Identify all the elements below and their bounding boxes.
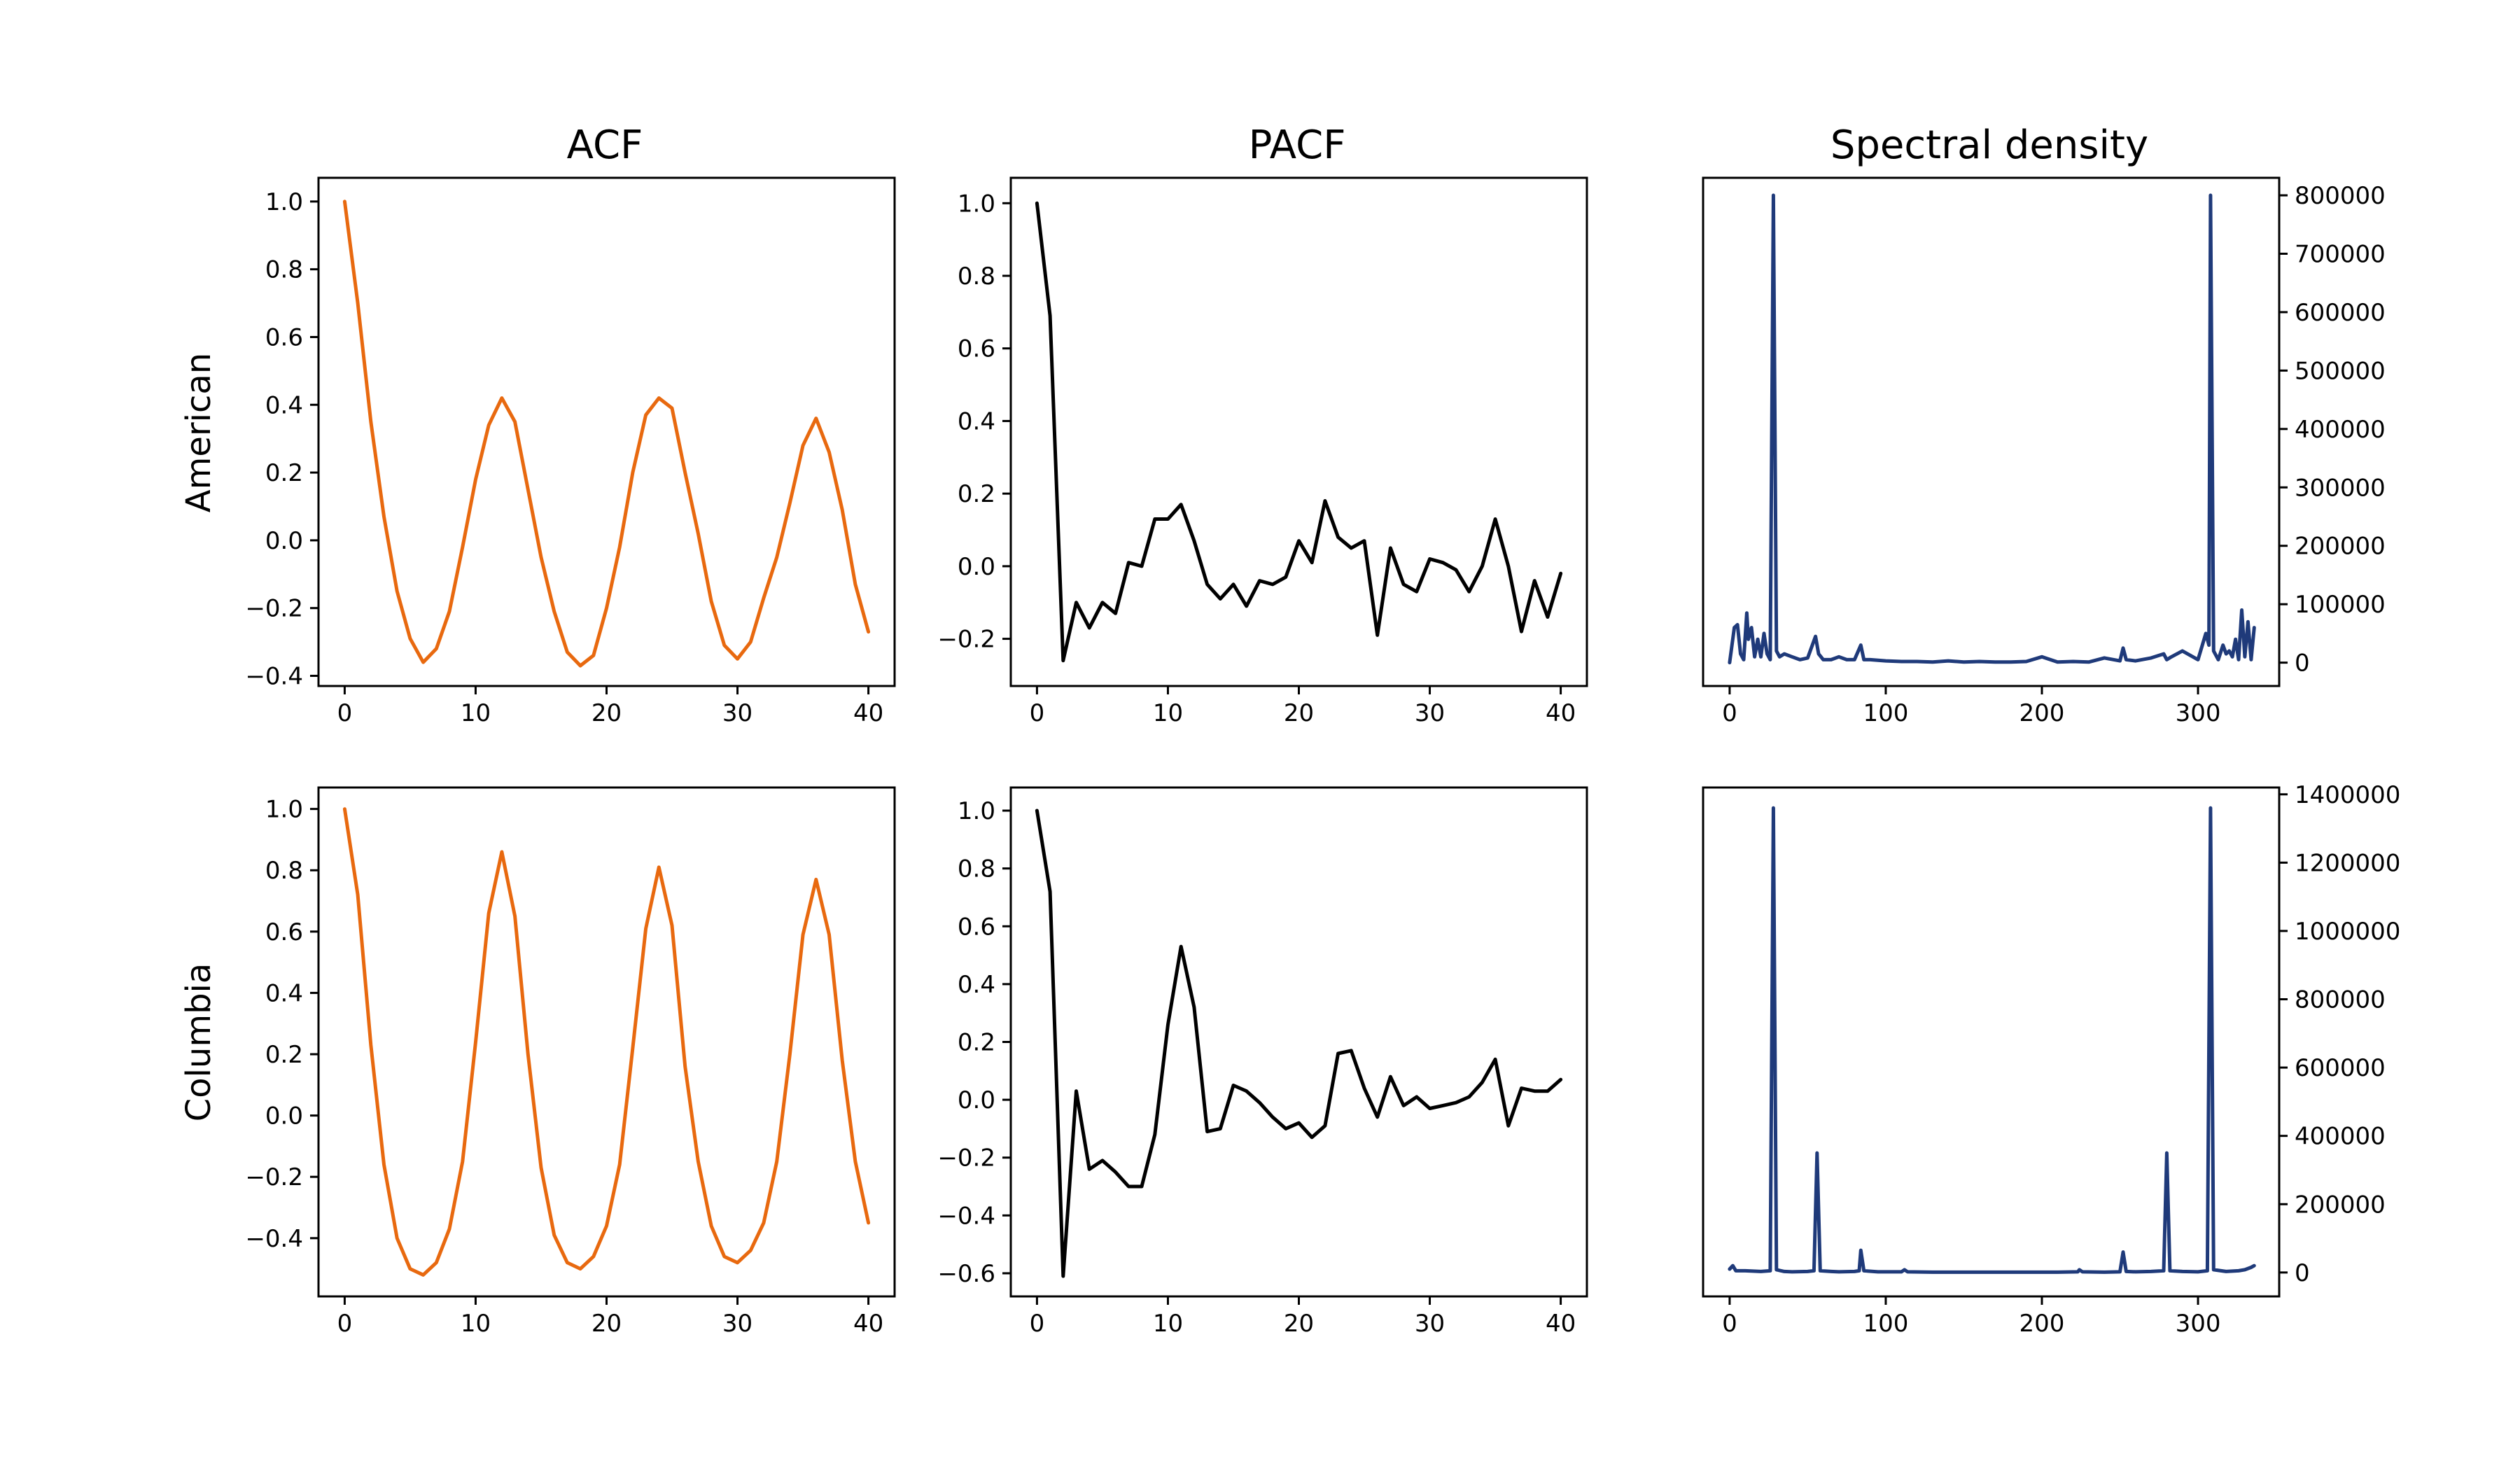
acf-columbia-xtick-label: 30 <box>722 1310 752 1338</box>
spectral-american-series-line <box>1728 193 2256 665</box>
spectral-american-ytick-label: 700000 <box>2295 240 2386 268</box>
spectral-columbia-ytick-label: 600000 <box>2295 1054 2386 1082</box>
acf-columbia-ytick-label: 0.4 <box>265 979 303 1007</box>
pacf-columbia-ytick-label: 0.6 <box>958 913 995 941</box>
acf-columbia-ytick-label: 1.0 <box>265 796 303 824</box>
pacf-columbia-ytick-label: −0.6 <box>937 1260 995 1288</box>
acf-american-xtick-label: 0 <box>337 699 353 727</box>
acf-american-ytick-label: 0.4 <box>265 391 303 419</box>
spectral-american-ytick-label: 400000 <box>2295 416 2386 444</box>
acf-columbia-ytick-label: −0.4 <box>245 1225 303 1253</box>
column-title-spectral-density: Spectral density <box>1830 122 2148 168</box>
spectral-american-panel: 0 100 200 300 0 100000 200000 300000 400000 50000… <box>1702 176 2386 727</box>
subplot-grid: 0 10 20 30 40 −0.4 −0.2 0.0 0.2 0.4 0.6 0.8 1.0 0 10 20… <box>245 176 2400 1338</box>
spectral-columbia-axes-frame <box>1702 786 2281 1298</box>
pacf-columbia-panel: 0 10 20 30 40 −0.6 −0.4 −0.2 0.0 0.2 0.4 0.6 0.8 1.0 <box>937 786 1588 1338</box>
pacf-columbia-xtick-label: 10 <box>1153 1310 1183 1338</box>
acf-american-xtick-label: 30 <box>722 699 752 727</box>
pacf-columbia-ytick-label: 0.0 <box>958 1086 995 1114</box>
acf-american-ytick-label: 1.0 <box>265 188 303 216</box>
pacf-columbia-ytick-label: 0.2 <box>958 1029 995 1057</box>
spectral-american-ytick-label: 300000 <box>2295 474 2386 502</box>
acf-american-xtick-label: 10 <box>461 699 491 727</box>
spectral-columbia-ytick-label: 200000 <box>2295 1191 2386 1219</box>
acf-american-ytick-label: 0.0 <box>265 527 303 555</box>
spectral-columbia-ytick-label: 1400000 <box>2295 781 2400 809</box>
pacf-american-xtick-label: 10 <box>1153 699 1183 727</box>
spectral-columbia-series-line <box>1728 806 2256 1274</box>
pacf-american-ytick-label: 0.4 <box>958 407 995 435</box>
acf-american-series-line <box>342 200 871 668</box>
spectral-columbia-ytick-label: 1200000 <box>2295 849 2400 877</box>
spectral-columbia-ytick-label: 400000 <box>2295 1123 2386 1151</box>
acf-columbia-xtick-label: 40 <box>853 1310 883 1338</box>
spectral-american-xtick-label: 0 <box>1722 699 1737 727</box>
spectral-columbia-ytick-label: 800000 <box>2295 986 2386 1014</box>
pacf-columbia-ytick-label: 1.0 <box>958 797 995 825</box>
acf-columbia-ytick-label: 0.6 <box>265 918 303 946</box>
acf-columbia-xtick-label: 20 <box>592 1310 622 1338</box>
pacf-columbia-xtick-label: 40 <box>1546 1310 1576 1338</box>
pacf-columbia-series-line <box>1035 808 1563 1278</box>
spectral-columbia-ytick-label: 1000000 <box>2295 918 2400 946</box>
spectral-american-ytick-label: 500000 <box>2295 357 2386 385</box>
spectral-columbia-xtick-label: 0 <box>1722 1310 1737 1338</box>
pacf-columbia-xtick-label: 20 <box>1284 1310 1314 1338</box>
acf-american-xtick-label: 20 <box>592 699 622 727</box>
column-title-pacf: PACF <box>1249 122 1346 168</box>
pacf-columbia-ytick-label: 0.4 <box>958 971 995 999</box>
pacf-american-xtick-label: 30 <box>1415 699 1445 727</box>
spectral-columbia-ytick-label: 0 <box>2295 1259 2310 1287</box>
pacf-american-ytick-label: 0.0 <box>958 553 995 581</box>
spectral-american-axes-frame <box>1702 176 2281 687</box>
spectral-american-xtick-label: 300 <box>2176 699 2221 727</box>
row-label-american: American <box>179 353 218 512</box>
spectral-columbia-xtick-label: 300 <box>2176 1310 2221 1338</box>
spectral-american-ytick-label: 100000 <box>2295 591 2386 619</box>
acf-american-xtick-label: 40 <box>853 699 883 727</box>
pacf-american-ytick-label: −0.2 <box>937 626 995 654</box>
spectral-columbia-xtick-label: 200 <box>2019 1310 2065 1338</box>
spectral-american-xtick-label: 200 <box>2019 699 2065 727</box>
spectral-american-xtick-label: 100 <box>1863 699 1908 727</box>
pacf-american-xtick-label: 0 <box>1030 699 1045 727</box>
pacf-american-ytick-label: 0.8 <box>958 262 995 290</box>
acf-columbia-ytick-label: 0.2 <box>265 1041 303 1069</box>
pacf-american-ytick-label: 0.2 <box>958 480 995 508</box>
pacf-american-xtick-label: 20 <box>1284 699 1314 727</box>
acf-american-ytick-label: 0.2 <box>265 459 303 487</box>
acf-columbia-ytick-label: 0.8 <box>265 857 303 885</box>
pacf-american-ytick-label: 0.6 <box>958 335 995 363</box>
acf-columbia-xtick-label: 0 <box>337 1310 353 1338</box>
acf-american-panel: 0 10 20 30 40 −0.4 −0.2 0.0 0.2 0.4 0.6 0.8 1.0 <box>245 176 896 727</box>
acf-american-ytick-label: −0.2 <box>245 595 303 623</box>
acf-columbia-series-line <box>342 807 871 1277</box>
pacf-columbia-axes-frame <box>1009 786 1588 1298</box>
acf-american-ytick-label: 0.6 <box>265 323 303 351</box>
spectral-american-ytick-label: 600000 <box>2295 299 2386 327</box>
acf-american-ytick-label: 0.8 <box>265 256 303 284</box>
pacf-columbia-xtick-label: 30 <box>1415 1310 1445 1338</box>
spectral-columbia-xtick-label: 100 <box>1863 1310 1908 1338</box>
pacf-columbia-ytick-label: −0.2 <box>937 1144 995 1172</box>
pacf-american-xtick-label: 40 <box>1546 699 1576 727</box>
pacf-columbia-xtick-label: 0 <box>1030 1310 1045 1338</box>
acf-columbia-ytick-label: 0.0 <box>265 1102 303 1130</box>
pacf-american-series-line <box>1035 201 1563 663</box>
pacf-columbia-ytick-label: −0.4 <box>937 1202 995 1230</box>
pacf-american-panel: 0 10 20 30 40 −0.2 0.0 0.2 0.4 0.6 0.8 1.0 <box>937 176 1588 727</box>
spectral-american-ytick-label: 0 <box>2295 650 2310 678</box>
pacf-american-ytick-label: 1.0 <box>958 190 995 218</box>
spectral-columbia-panel: 0 100 200 300 0 200000 400000 600000 800000 10000… <box>1702 781 2400 1338</box>
acf-columbia-panel: 0 10 20 30 40 −0.4 −0.2 0.0 0.2 0.4 0.6 0.8 1.0 <box>245 786 896 1338</box>
spectral-american-ytick-label: 800000 <box>2295 182 2386 210</box>
row-label-columbia: Columbia <box>179 963 218 1122</box>
pacf-columbia-ytick-label: 0.8 <box>958 855 995 883</box>
acf-american-ytick-label: −0.4 <box>245 662 303 690</box>
acf-columbia-xtick-label: 10 <box>461 1310 491 1338</box>
spectral-american-ytick-label: 200000 <box>2295 533 2386 561</box>
acf-columbia-ytick-label: −0.2 <box>245 1163 303 1191</box>
column-title-acf: ACF <box>567 122 643 168</box>
